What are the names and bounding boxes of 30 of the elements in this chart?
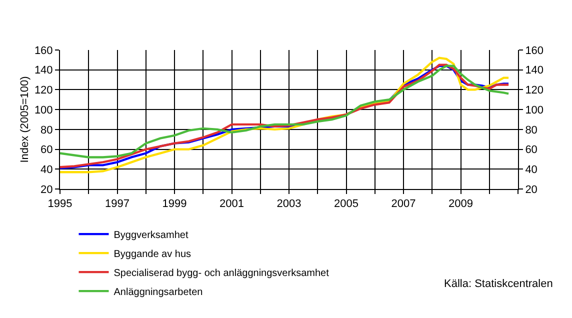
y2-tick-label: 160 (525, 44, 544, 57)
x-tick-label: 2005 (334, 198, 358, 210)
y2-tick-label: 40 (525, 164, 538, 176)
x-tick-label: 1997 (105, 198, 130, 210)
x-tick-label: 1995 (48, 198, 72, 210)
y-tick-label: 60 (40, 144, 53, 156)
x-tick-label: 1999 (162, 198, 187, 210)
x-tick-label: 2009 (448, 198, 473, 210)
y-tick-label: 40 (40, 164, 53, 176)
y2-tick-label: 120 (525, 84, 544, 97)
y-tick-label: 160 (34, 44, 53, 57)
y-tick-label: 100 (34, 104, 53, 116)
y2-tick-label: 60 (525, 144, 538, 156)
y-tick-label: 20 (40, 184, 53, 196)
legend-label: Anläggningsarbeten (114, 286, 203, 298)
y2-tick-label: 80 (525, 124, 538, 136)
legend-label: Specialiserad bygg- och anläggningsverksamhet (114, 268, 330, 279)
y2-tick-label: 20 (525, 184, 538, 196)
y-axis-title: Index (2005=100) (19, 76, 31, 163)
x-tick-label: 2001 (220, 198, 244, 210)
y-tick-label: 140 (34, 64, 53, 77)
legend-label: Byggverksamhet (114, 230, 188, 241)
x-tick-label: 2007 (391, 198, 416, 210)
x-tick-label: 2003 (276, 198, 302, 210)
text: Källa: Statiskcentralen (444, 278, 553, 290)
y-tick-label: 80 (40, 124, 53, 136)
y-tick-label: 120 (34, 84, 53, 97)
legend-label: Byggande av hus (114, 248, 192, 260)
y2-tick-label: 140 (525, 64, 544, 77)
y2-tick-label: 100 (525, 104, 544, 116)
